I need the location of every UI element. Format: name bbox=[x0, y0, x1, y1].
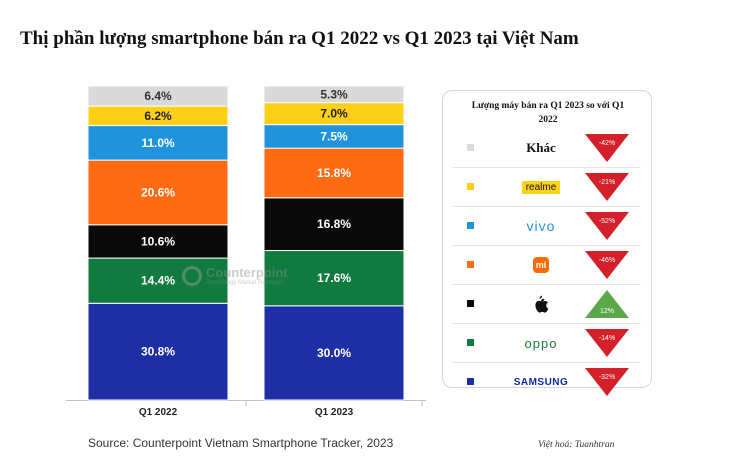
change-row-samsung: SAMSUNG -32% bbox=[453, 363, 641, 401]
data-label-samsung-1: 30.8% bbox=[141, 345, 175, 359]
down-arrow-icon: -21% bbox=[585, 173, 629, 201]
legend-swatch bbox=[467, 183, 474, 190]
bar-segment-khác-1 bbox=[87, 85, 229, 107]
down-arrow-icon: -42% bbox=[585, 134, 629, 162]
brand-apple-logo bbox=[503, 285, 579, 323]
legend-swatch bbox=[467, 378, 474, 385]
legend-swatch bbox=[467, 261, 474, 268]
bar-segment-apple-2 bbox=[263, 197, 405, 252]
brand-realme-logo: realme bbox=[503, 168, 579, 206]
counterpoint-watermark: Counterpoint Technology Market Research bbox=[182, 266, 288, 286]
bar-segment-xiaomi-2 bbox=[263, 147, 405, 199]
svg-text:-21%: -21% bbox=[599, 179, 615, 186]
bar-segment-khác-2 bbox=[263, 85, 405, 104]
svg-text:-46%: -46% bbox=[599, 257, 615, 264]
brand-samsung-logo: SAMSUNG bbox=[513, 376, 569, 388]
change-row-khac: Khác -42% bbox=[453, 129, 641, 168]
bar-segment-samsung-2 bbox=[263, 305, 405, 401]
up-arrow-icon: 12% bbox=[585, 290, 629, 318]
data-label-vivo-1: 11.0% bbox=[141, 136, 175, 150]
legend-swatch bbox=[467, 144, 474, 151]
data-label-oppo-2: 17.6% bbox=[317, 271, 351, 285]
data-label-apple-1: 10.6% bbox=[141, 234, 175, 248]
change-row-vivo: vivo -52% bbox=[453, 207, 641, 246]
brand-khac: Khác bbox=[526, 140, 556, 155]
watermark-sub: Technology Market Research bbox=[206, 280, 284, 286]
chart-title: Thị phần lượng smartphone bán ra Q1 2022… bbox=[20, 28, 579, 49]
change-row-realme: realme -21% bbox=[453, 168, 641, 207]
apple-logo-icon bbox=[535, 295, 549, 313]
change-rows: Khác -42% realme -21% vivo -52% mi -46% … bbox=[453, 129, 641, 401]
legend-swatch bbox=[467, 300, 474, 307]
data-label-khác-2: 5.3% bbox=[320, 87, 348, 101]
counterpoint-logo-icon bbox=[182, 266, 202, 286]
down-arrow-icon: -32% bbox=[585, 368, 629, 396]
bar-segment-samsung-1 bbox=[87, 302, 229, 401]
change-panel: Lượng máy bán ra Q1 2023 so với Q1 2022 … bbox=[442, 90, 652, 396]
data-label-khác-1: 6.4% bbox=[144, 89, 172, 103]
change-row-oppo: oppo -14% bbox=[453, 324, 641, 363]
source-note: Source: Counterpoint Vietnam Smartphone … bbox=[88, 436, 394, 450]
data-label-vivo-2: 7.5% bbox=[320, 129, 348, 143]
bar-segment-apple-1 bbox=[87, 224, 229, 259]
legend-swatch bbox=[467, 339, 474, 346]
panel-title: Lượng máy bán ra Q1 2023 so với Q1 2022 bbox=[471, 101, 625, 125]
bar-segment-oppo-2 bbox=[263, 250, 405, 307]
data-label-realme-2: 7.0% bbox=[320, 107, 348, 121]
change-row-apple: 12% bbox=[453, 285, 641, 324]
brand-vivo-logo: vivo bbox=[526, 218, 556, 234]
data-label-oppo-1: 14.4% bbox=[141, 274, 175, 288]
category-label-1: Q1 2022 bbox=[139, 407, 178, 418]
data-label-realme-1: 6.2% bbox=[144, 109, 172, 123]
down-arrow-icon: -52% bbox=[585, 212, 629, 240]
down-arrow-icon: -14% bbox=[585, 329, 629, 357]
legend-swatch bbox=[467, 222, 474, 229]
svg-text:12%: 12% bbox=[600, 308, 614, 315]
svg-text:-52%: -52% bbox=[599, 218, 615, 225]
data-label-apple-2: 16.8% bbox=[317, 217, 351, 231]
svg-text:-14%: -14% bbox=[599, 335, 615, 342]
watermark-name: Counterpoint bbox=[206, 265, 288, 280]
brand-xiaomi-logo: mi bbox=[503, 246, 579, 284]
brand-oppo-logo: oppo bbox=[524, 335, 558, 351]
down-arrow-icon: -46% bbox=[585, 251, 629, 279]
data-label-samsung-2: 30.0% bbox=[317, 346, 351, 360]
svg-text:-32%: -32% bbox=[599, 374, 615, 381]
change-row-xiaomi: mi -46% bbox=[453, 246, 641, 285]
svg-text:-42%: -42% bbox=[599, 140, 615, 147]
category-label-2: Q1 2023 bbox=[315, 407, 354, 418]
data-label-xiaomi-1: 20.6% bbox=[141, 185, 175, 199]
translation-credit: Việt hoá: Tuanhtran bbox=[538, 440, 615, 450]
data-label-xiaomi-2: 15.8% bbox=[317, 166, 351, 180]
